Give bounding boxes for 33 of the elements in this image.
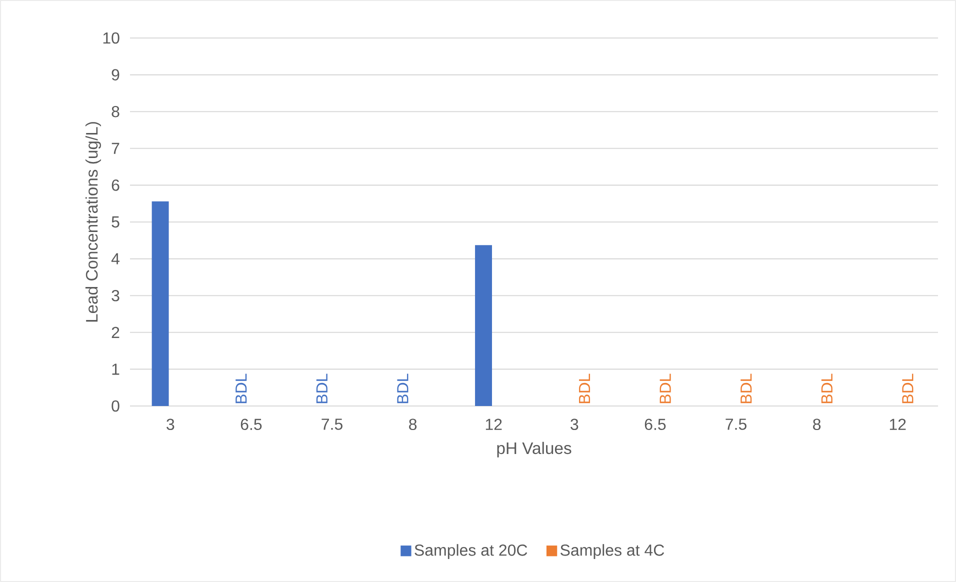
y-tick-label: 8: [112, 106, 120, 118]
text: BDL: [740, 374, 752, 404]
x-tick-label: 7.5: [322, 418, 342, 430]
text: BDL: [579, 374, 590, 404]
x-tick-label: 12: [890, 418, 906, 430]
legend-label: Samples at 20C: [414, 544, 528, 559]
text: BDL: [902, 374, 914, 404]
y-tick-label: 7: [112, 142, 120, 154]
x-tick-label: 3: [166, 418, 174, 430]
legend-label: Samples at 4C: [560, 544, 664, 559]
x-tick-label: 3: [570, 418, 578, 430]
y-tick-label: 3: [112, 290, 120, 302]
x-tick-label: 12: [486, 418, 502, 430]
text: BDL: [660, 374, 671, 404]
x-tick-label: 8: [813, 418, 821, 430]
x-axis-title: pH Values: [497, 442, 572, 458]
y-tick-label: 1: [112, 364, 120, 375]
text: BDL: [316, 374, 328, 404]
x-tick-label: 8: [409, 418, 417, 430]
text: BDL: [236, 374, 247, 404]
text: BDL: [821, 374, 832, 404]
y-tick-label: 9: [112, 69, 120, 80]
y-axis-title: Lead Concentrations (ug/L): [85, 122, 101, 322]
y-tick-label: 10: [103, 32, 120, 44]
text: BDL: [397, 374, 408, 404]
y-tick-label: 4: [111, 253, 120, 264]
x-tick-label: 6.5: [644, 418, 666, 430]
x-tick-label: 7.5: [726, 418, 746, 430]
x-tick-label: 6.5: [240, 418, 262, 430]
y-tick-label: 0: [112, 400, 120, 412]
y-tick-label: 2: [112, 326, 120, 338]
y-tick-label: 5: [112, 216, 120, 228]
y-tick-label: 6: [112, 180, 120, 191]
